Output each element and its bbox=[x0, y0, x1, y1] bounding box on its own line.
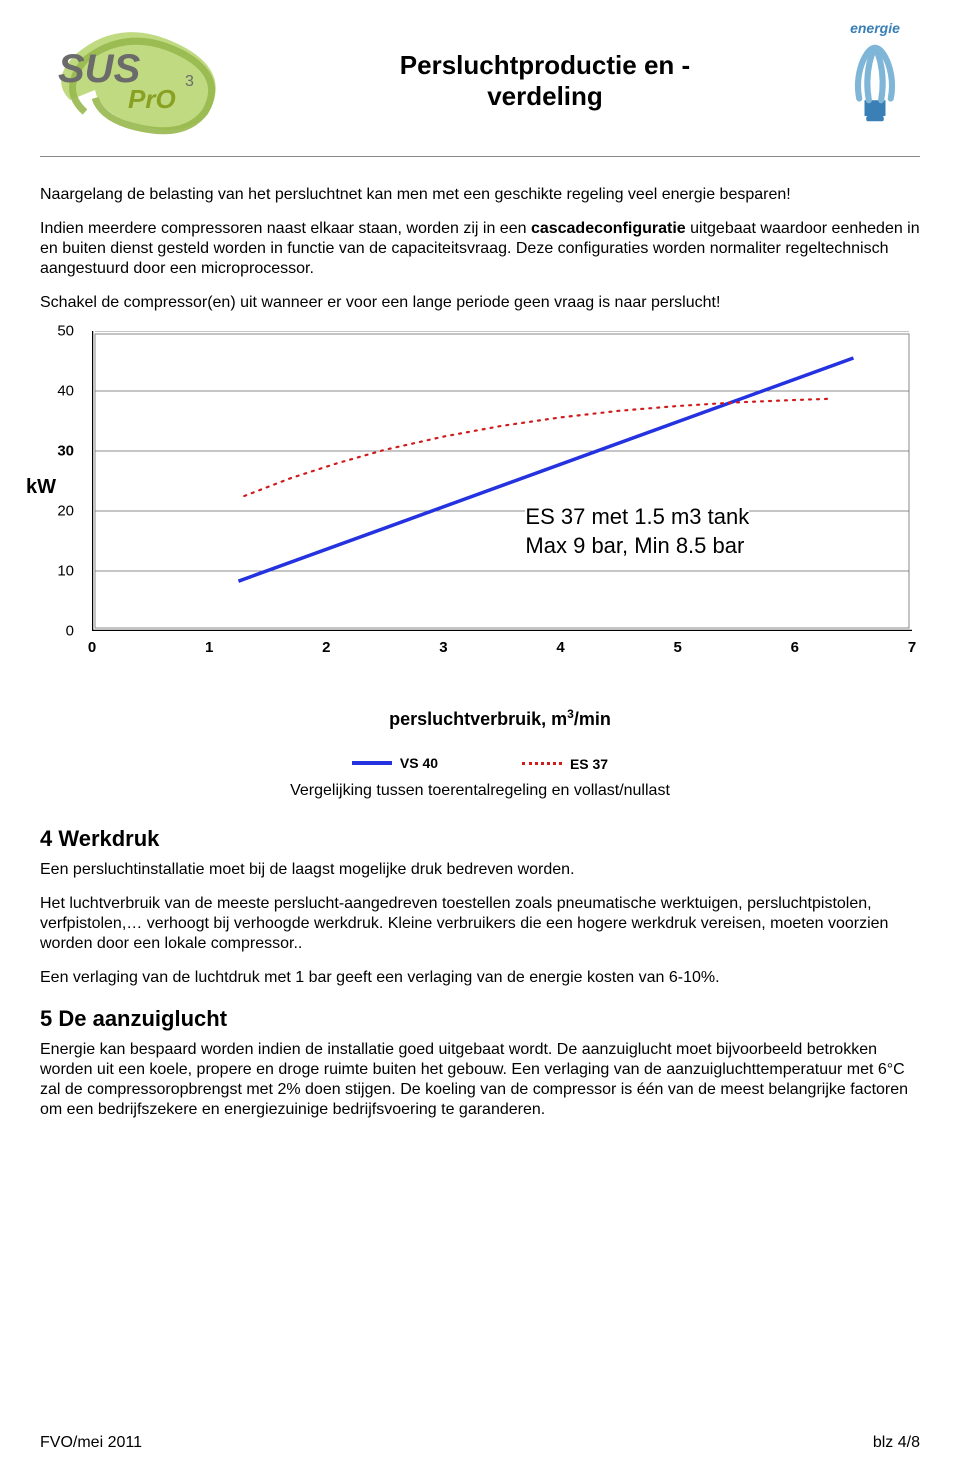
footer-right-b: 4/8 bbox=[898, 1434, 920, 1451]
footer-left: FVO/mei 2011 bbox=[40, 1434, 142, 1452]
svg-text:3: 3 bbox=[185, 73, 194, 90]
annot-line2: Max 9 bar, Min 8.5 bar bbox=[525, 533, 744, 558]
y-tick-label: 20 bbox=[57, 503, 74, 520]
intro-p1: Naargelang de belasting van het persluch… bbox=[40, 185, 920, 205]
sec4-p2: Het luchtverbruik van de meeste persluch… bbox=[40, 894, 920, 954]
y-tick-label: 10 bbox=[57, 563, 74, 580]
legend-vs40: VS 40 bbox=[352, 755, 438, 771]
sec5-heading: 5 De aanzuiglucht bbox=[40, 1006, 920, 1032]
y-tick-label: 50 bbox=[57, 323, 74, 340]
legend-es37: ES 37 bbox=[522, 756, 608, 772]
sec4-heading: 4 Werkdruk bbox=[40, 826, 920, 852]
x-tick-label: 7 bbox=[908, 639, 916, 656]
title-line1: Persluchtproductie en - bbox=[400, 50, 690, 80]
y-tick-label: 0 bbox=[66, 623, 74, 640]
header-rule bbox=[40, 156, 920, 157]
intro-p2-a: Indien meerdere compressoren naast elkaa… bbox=[40, 220, 531, 237]
swatch-vs40 bbox=[352, 761, 392, 765]
chart-legend: VS 40 ES 37 bbox=[40, 752, 920, 772]
x-label-b: /min bbox=[574, 709, 611, 729]
x-label-a: persluchtverbruik, m bbox=[389, 709, 567, 729]
x-tick-label: 0 bbox=[88, 639, 96, 656]
sec4-p3: Een verlaging van de luchtdruk met 1 bar… bbox=[40, 968, 920, 988]
x-tick-label: 1 bbox=[205, 639, 213, 656]
logo-energie: energie bbox=[830, 20, 920, 131]
legend-vs40-label: VS 40 bbox=[400, 755, 438, 771]
chart-annotation: ES 37 met 1.5 m3 tank Max 9 bar, Min 8.5… bbox=[525, 502, 749, 561]
x-tick-label: 4 bbox=[556, 639, 564, 656]
chart-caption: Vergelijking tussen toerentalregeling en… bbox=[40, 782, 920, 800]
y-ticks: 01020304050 bbox=[40, 331, 80, 631]
x-tick-label: 5 bbox=[674, 639, 682, 656]
y-tick-label: 40 bbox=[57, 383, 74, 400]
sec4-p1: Een persluchtinstallatie moet bij de laa… bbox=[40, 860, 920, 880]
annot-line1: ES 37 met 1.5 m3 tank bbox=[525, 504, 749, 529]
sec5-p1: Energie kan bespaard worden indien de in… bbox=[40, 1040, 920, 1120]
x-label-sup: 3 bbox=[567, 707, 574, 721]
footer-right-a: blz bbox=[873, 1434, 898, 1451]
logo-suspro: SUS PrO 3 bbox=[40, 20, 260, 140]
page-title: Persluchtproductie en - verdeling bbox=[260, 20, 830, 112]
svg-text:PrO: PrO bbox=[128, 84, 176, 114]
intro-p2-bold: cascadeconfiguratie bbox=[531, 220, 686, 237]
comparison-chart: kW 01020304050 ES 37 met 1.5 m3 tank Max… bbox=[40, 331, 920, 671]
energie-text: energie bbox=[830, 20, 920, 36]
chart-plot-area: ES 37 met 1.5 m3 tank Max 9 bar, Min 8.5… bbox=[92, 331, 912, 631]
intro-p2: Indien meerdere compressoren naast elkaa… bbox=[40, 219, 920, 279]
legend-es37-label: ES 37 bbox=[570, 756, 608, 772]
x-axis-label: persluchtverbruik, m3/min bbox=[80, 707, 920, 730]
swatch-es37 bbox=[522, 762, 562, 765]
title-line2: verdeling bbox=[487, 81, 603, 111]
y-tick-label: 30 bbox=[57, 443, 74, 460]
page-header: SUS PrO 3 Persluchtproductie en - verdel… bbox=[40, 20, 920, 150]
x-tick-label: 2 bbox=[322, 639, 330, 656]
footer-right: blz 4/8 bbox=[873, 1434, 920, 1452]
x-tick-label: 6 bbox=[791, 639, 799, 656]
page-footer: FVO/mei 2011 blz 4/8 bbox=[40, 1434, 920, 1452]
intro-p3: Schakel de compressor(en) uit wanneer er… bbox=[40, 293, 920, 313]
x-tick-label: 3 bbox=[439, 639, 447, 656]
